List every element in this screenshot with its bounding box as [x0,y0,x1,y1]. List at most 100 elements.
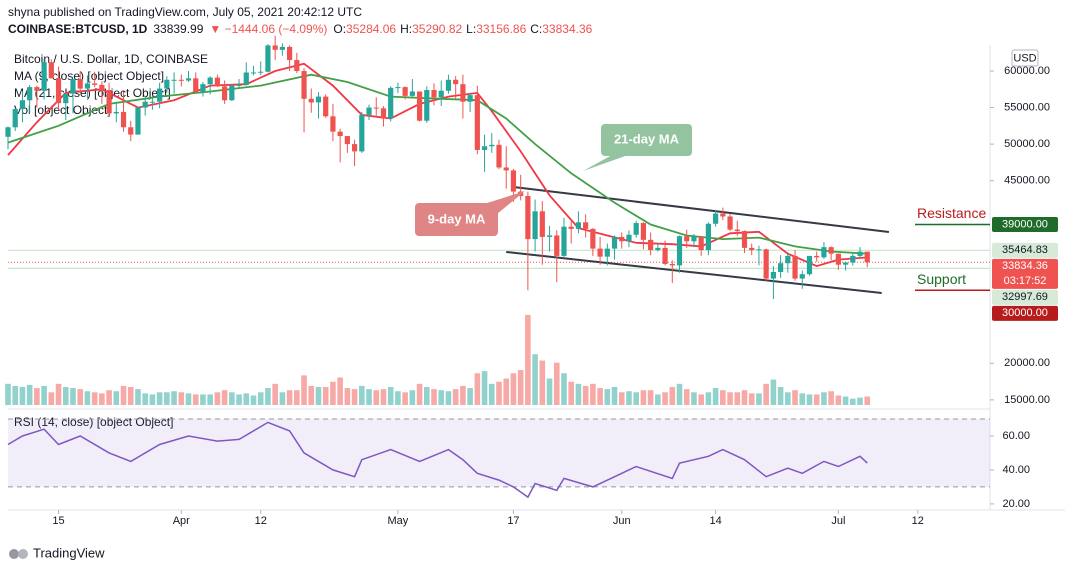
price-label-box [992,216,1058,232]
volume-bar [207,394,213,405]
rsi-line [7,421,868,499]
candle-body [388,87,394,119]
volume-bar [553,362,560,405]
volume-bar [185,393,192,405]
candle-body [185,78,192,81]
volume-bar [164,392,170,405]
volume-bar [785,392,791,405]
candle-body [698,236,704,251]
volume-bar [322,387,329,405]
volume-bar [777,387,784,405]
volume-bar [351,389,358,405]
candle-body [474,95,480,150]
candle-body [821,247,827,258]
candle-body [250,72,257,74]
candle-body [323,96,329,117]
candle-body [149,101,156,103]
volume-bar [813,394,820,405]
volume-bar [5,383,11,405]
volume-bar [474,373,481,405]
volume-bar [683,389,690,405]
volume-bar [770,379,777,405]
callout-9: 9-day MA [415,191,525,236]
candle-body [669,263,675,266]
candle-body [864,251,870,263]
last: 33839.99 [153,22,203,36]
candle-body [243,72,249,85]
price-label-countdown: 03:17:52 [1004,275,1047,287]
volume-bar [734,392,741,405]
candle-body [799,274,805,279]
candle-body [258,71,264,73]
candle-body [84,83,91,89]
volume-bar [525,315,531,405]
volume-bar [330,381,336,405]
price-label-box [992,258,1058,289]
level-annotation: Support [917,271,966,287]
candle-body [294,60,300,72]
volume-bar [842,396,849,405]
candle-body [568,226,574,229]
candle-body [453,79,459,85]
candle-body [120,111,127,128]
volume-bar [113,391,120,405]
candle-body [481,146,488,150]
rsi-tick-label: 60.00 [1002,430,1030,442]
candle-body [662,247,668,264]
candle-body [193,78,199,93]
volume-bar [727,392,733,405]
legend-entry: MA (21, close) [object Object] [14,86,171,100]
volume-bar [171,391,177,405]
volume-bar [662,392,668,405]
candle-body [48,62,54,79]
candle-body [734,229,740,232]
volume-bar [799,393,806,405]
volume-bar [55,383,62,405]
candle-body [344,136,350,145]
candle-body [55,78,62,104]
candle-body [337,131,343,137]
candle-body [655,247,661,251]
volume-bar [806,394,813,405]
volume-bar [539,360,546,405]
candle-body [814,255,820,258]
volume-bar [741,390,748,405]
volume-bar [452,389,459,405]
volume-bar [517,370,524,405]
candle-body [770,271,776,279]
volume-bar [748,393,755,405]
volume-bar [221,390,228,405]
candle-body [705,223,711,251]
volume-bar [828,391,834,405]
candle-body [496,144,502,168]
candle-body [330,116,336,132]
volume-bar [626,391,632,405]
candle-body [532,211,538,240]
candle-body [510,170,517,192]
candle-body [308,98,314,103]
y-tick-label: 60000.00 [1004,65,1050,77]
candle-body [301,71,307,99]
x-tick-label: May [388,515,409,527]
candle-body [424,90,430,121]
volume-bar [712,388,719,405]
volume-bar [387,387,394,405]
candle-body [359,114,365,152]
currency: USD [1013,52,1036,64]
volume-bar [864,396,871,405]
volume-bar [229,392,235,405]
candle-body [366,107,372,115]
candle-body [92,83,98,85]
candle-body [12,109,18,128]
legend-entry: Bitcoin / U.S. Dollar, 1D, COINBASE [14,52,208,66]
volume-bar [857,397,863,405]
price-label: 32997.69 [1002,291,1048,303]
volume-bar [34,388,40,405]
volume-bar [438,390,445,405]
volume-bar [597,388,603,405]
plot-layer: 60000.00 55000.00 50000.00 45000.00 20000.00… [5,35,1058,527]
volume-bar [618,392,625,405]
volume-bar [149,394,156,405]
volume-bar [279,392,286,405]
